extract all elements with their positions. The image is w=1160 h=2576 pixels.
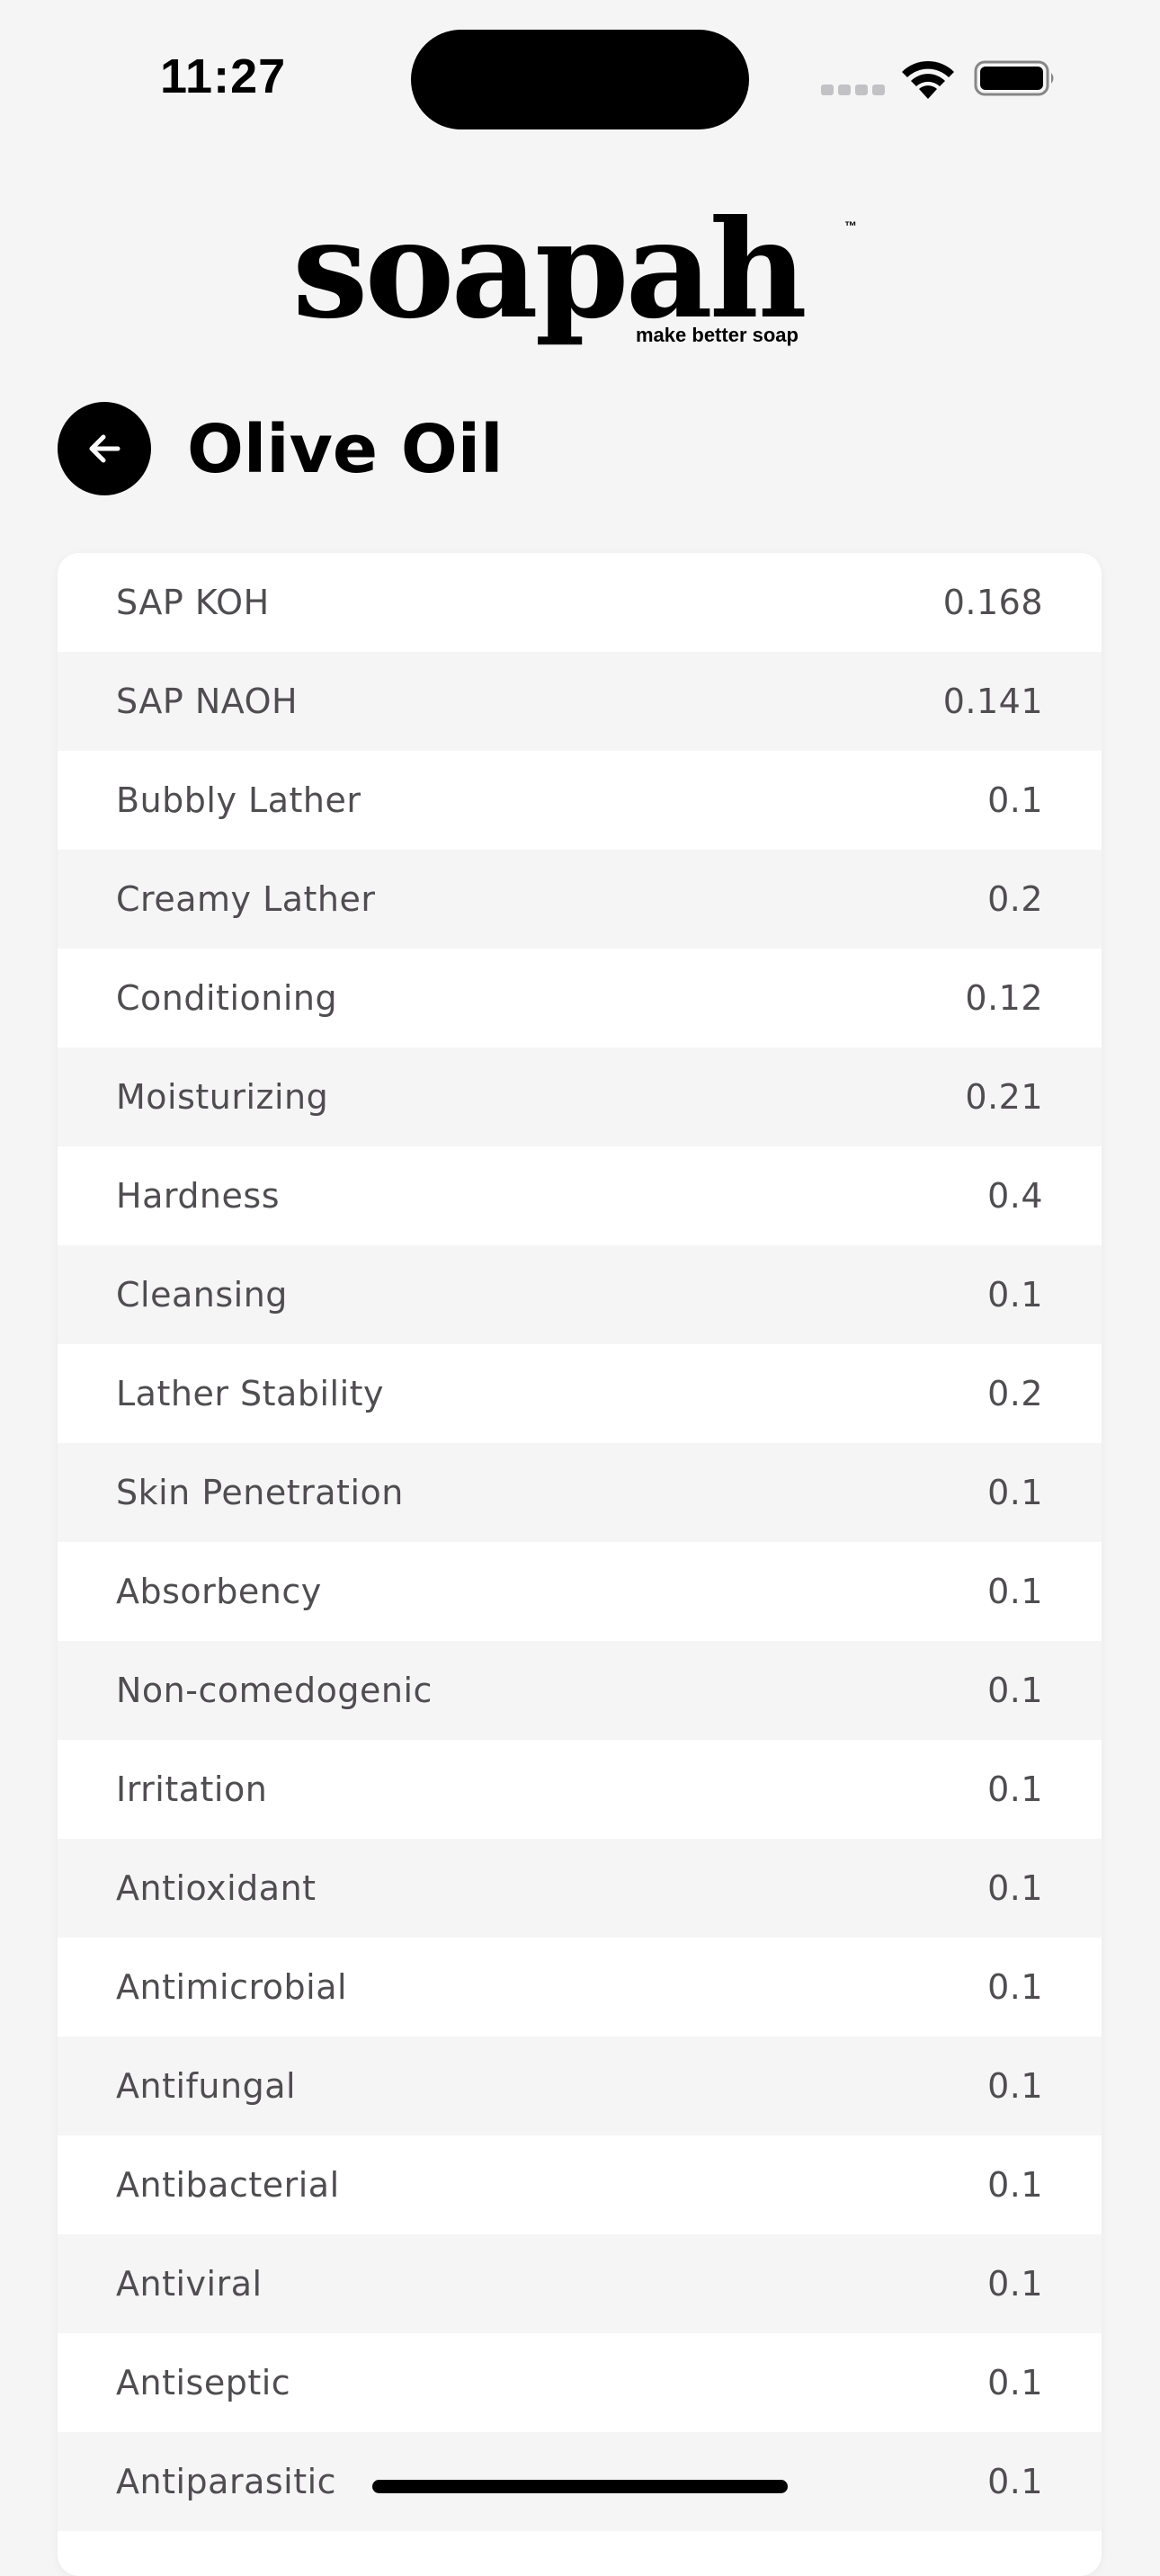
property-label: Absorbency (116, 1572, 322, 1611)
property-label: Antioxidant (116, 1868, 317, 1908)
property-label: Cleansing (116, 1275, 288, 1315)
table-row: Conditioning 0.12 (58, 949, 1102, 1047)
property-value: 0.1 (987, 1275, 1043, 1315)
property-label: SAP NAOH (116, 682, 299, 721)
property-value: 0.2 (987, 1374, 1043, 1413)
property-label: Moisturizing (116, 1077, 329, 1117)
property-value: 0.1 (987, 1473, 1043, 1512)
logo-trademark: ™ (844, 218, 857, 233)
property-value: 0.1 (987, 2165, 1043, 2205)
property-value: 0.21 (965, 1077, 1043, 1117)
property-value: 0.1 (987, 1769, 1043, 1809)
table-row: Irritation 0.1 (58, 1740, 1102, 1839)
property-label: Lather Stability (116, 1374, 385, 1413)
wifi-icon (902, 60, 954, 99)
property-value: 0.1 (987, 2066, 1043, 2106)
table-row: Non-comedogenic 0.1 (58, 1641, 1102, 1740)
table-row: Antifungal 0.1 (58, 2037, 1102, 2135)
table-row: Antiviral 0.1 (58, 2234, 1102, 2333)
battery-icon (974, 60, 1054, 96)
table-row: Bubbly Lather 0.1 (58, 751, 1102, 850)
property-value: 0.12 (965, 978, 1043, 1018)
property-label: Skin Penetration (116, 1473, 404, 1512)
property-value: 0.1 (987, 2462, 1043, 2501)
property-label: Antiparasitic (116, 2462, 337, 2501)
property-label: SAP KOH (116, 583, 270, 622)
property-value: 0.1 (987, 1967, 1043, 2007)
status-time: 11:27 (160, 49, 287, 103)
property-label: Antimicrobial (116, 1967, 348, 2007)
property-label: Antiseptic (116, 2363, 291, 2402)
table-row: SAP KOH 0.168 (58, 553, 1102, 652)
table-row: Creamy Lather 0.2 (58, 850, 1102, 949)
property-label: Antibacterial (116, 2165, 340, 2205)
table-row: Antibacterial 0.1 (58, 2135, 1102, 2234)
arrow-left-icon (89, 434, 120, 463)
property-label: Creamy Lather (116, 879, 376, 919)
table-row: Moisturizing 0.21 (58, 1047, 1102, 1146)
property-table: SAP KOH 0.168 SAP NAOH 0.141 Bubbly Lather 0.… (58, 553, 1102, 2576)
dynamic-island (411, 30, 749, 129)
property-value: 0.1 (987, 2363, 1043, 2402)
property-value: 0.1 (987, 1868, 1043, 1908)
property-label: Irritation (116, 1769, 268, 1809)
table-row: Lather Stability 0.2 (58, 1344, 1102, 1443)
property-value: 0.141 (942, 682, 1043, 721)
table-row: Antioxidant 0.1 (58, 1839, 1102, 1938)
home-indicator[interactable] (372, 2480, 788, 2493)
table-row: Antimicrobial 0.1 (58, 1938, 1102, 2037)
page-title: Olive Oil (187, 411, 504, 488)
table-row: Cleansing 0.1 (58, 1245, 1102, 1344)
property-value: 0.2 (987, 879, 1043, 919)
property-value: 0.168 (942, 583, 1043, 622)
table-row: Skin Penetration 0.1 (58, 1443, 1102, 1542)
property-label: Conditioning (116, 978, 338, 1018)
property-label: Non-comedogenic (116, 1671, 433, 1710)
status-bar: 11:27 (0, 0, 1160, 153)
soapah-logo: soapah ™ make better soap (292, 184, 868, 355)
property-label: Antifungal (116, 2066, 297, 2106)
table-row: Hardness 0.4 (58, 1146, 1102, 1245)
property-label: Hardness (116, 1176, 280, 1216)
property-label: Bubbly Lather (116, 780, 361, 820)
property-value: 0.1 (987, 780, 1043, 820)
property-value: 0.4 (987, 1176, 1043, 1216)
property-label: Antiviral (116, 2264, 263, 2304)
table-row: Antiseptic 0.1 (58, 2333, 1102, 2432)
logo-tagline: make better soap (636, 324, 799, 346)
table-row: SAP NAOH 0.141 (58, 652, 1102, 751)
back-button[interactable] (58, 402, 151, 495)
logo-wordmark: soapah (292, 191, 808, 349)
table-row: Absorbency 0.1 (58, 1542, 1102, 1641)
cellular-signal-icon (821, 85, 885, 97)
property-value: 0.1 (987, 2264, 1043, 2304)
property-value: 0.1 (987, 1671, 1043, 1710)
property-value: 0.1 (987, 1572, 1043, 1611)
